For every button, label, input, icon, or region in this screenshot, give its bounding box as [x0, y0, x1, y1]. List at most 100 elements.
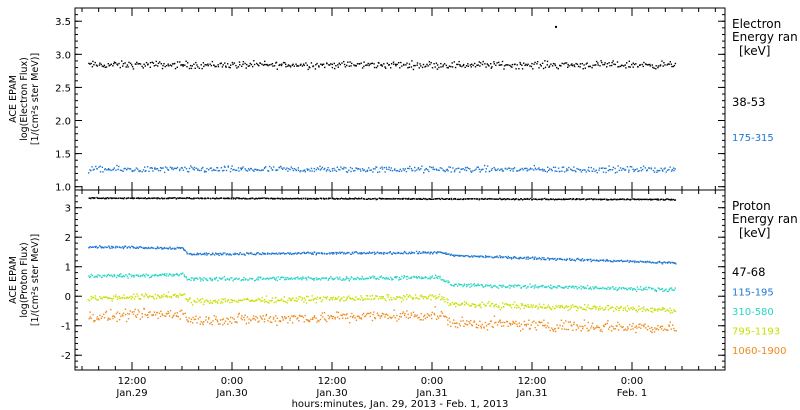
data-point: [521, 304, 523, 307]
data-point: [674, 310, 677, 313]
data-point: [510, 306, 513, 309]
data-point: [94, 320, 96, 322]
data-point: [541, 168, 544, 170]
data-point: [505, 198, 507, 200]
data-point: [673, 64, 676, 67]
data-point: [482, 256, 484, 258]
y-tick-label: -2: [61, 351, 71, 362]
data-point: [255, 315, 257, 318]
data-point: [596, 306, 598, 308]
data-point: [273, 166, 275, 168]
data-point: [292, 297, 294, 299]
data-point: [665, 198, 668, 200]
data-point: [609, 307, 611, 309]
data-point: [570, 64, 572, 66]
data-point: [460, 320, 462, 322]
data-point: [188, 253, 190, 255]
data-point: [459, 324, 461, 327]
data-point: [343, 314, 346, 316]
data-point: [316, 279, 318, 281]
data-point: [112, 246, 114, 248]
data-point: [316, 298, 318, 300]
data-point: [221, 302, 224, 304]
data-point: [633, 288, 635, 290]
data-point: [351, 312, 353, 315]
data-point: [586, 258, 588, 261]
data-point: [504, 321, 506, 324]
data-point: [538, 257, 540, 259]
data-point: [173, 314, 175, 316]
data-point: [216, 321, 219, 323]
data-point: [268, 300, 271, 302]
data-point: [569, 259, 572, 261]
data-point: [466, 198, 469, 200]
data-point: [504, 167, 507, 170]
data-point: [481, 197, 483, 200]
data-point: [634, 261, 636, 264]
data-point: [554, 286, 556, 288]
data-point: [93, 64, 95, 66]
data-point: [337, 311, 340, 314]
data-point: [145, 293, 147, 295]
data-point: [556, 287, 558, 289]
data-point: [556, 306, 558, 308]
data-point: [443, 252, 445, 254]
data-point: [564, 259, 566, 261]
data-point: [265, 63, 267, 66]
data-point: [147, 246, 150, 249]
data-point: [557, 198, 560, 200]
data-point: [559, 306, 562, 309]
data-point: [405, 316, 408, 319]
data-point: [96, 65, 98, 67]
data-point: [643, 198, 646, 201]
data-point: [378, 278, 380, 280]
data-point: [136, 246, 138, 248]
data-point: [244, 168, 246, 170]
data-point: [199, 323, 201, 325]
data-point: [463, 301, 466, 303]
data-point: [607, 260, 609, 262]
data-point: [369, 315, 371, 318]
data-point: [426, 316, 428, 318]
data-point: [90, 295, 92, 298]
data-point: [157, 197, 159, 199]
data-point: [133, 276, 135, 278]
data-point: [116, 296, 119, 298]
data-point: [502, 284, 504, 286]
data-point: [414, 314, 416, 316]
data-point: [670, 287, 673, 289]
data-point: [453, 198, 455, 200]
data-point: [614, 198, 616, 200]
data-point: [360, 278, 363, 280]
data-point: [573, 166, 575, 168]
data-point: [112, 275, 114, 277]
data-point: [174, 293, 176, 295]
data-point: [569, 321, 571, 323]
data-point: [94, 276, 96, 278]
data-point: [657, 328, 660, 331]
data-point: [300, 63, 302, 65]
data-point: [391, 253, 393, 255]
data-point: [624, 307, 626, 309]
data-point: [572, 304, 574, 306]
data-point: [202, 322, 204, 324]
data-point: [443, 315, 445, 317]
data-point: [514, 306, 516, 309]
data-point: [607, 199, 609, 201]
data-point: [503, 68, 505, 70]
data-point: [226, 197, 228, 200]
data-point: [287, 276, 289, 279]
data-point: [225, 169, 228, 172]
data-point: [328, 278, 330, 280]
data-point: [379, 276, 381, 278]
data-point: [463, 284, 465, 286]
data-point: [316, 321, 318, 323]
data-point: [176, 66, 178, 68]
data-point: [615, 260, 617, 262]
data-point: [575, 62, 577, 65]
data-point: [512, 285, 514, 287]
data-point: [584, 324, 586, 327]
data-point: [440, 311, 443, 313]
data-point: [223, 322, 226, 324]
data-point: [610, 330, 613, 332]
